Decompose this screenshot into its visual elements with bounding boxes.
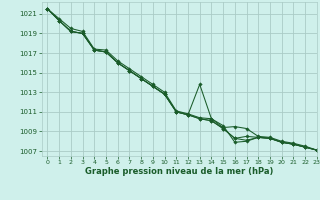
X-axis label: Graphe pression niveau de la mer (hPa): Graphe pression niveau de la mer (hPa) [85,167,273,176]
